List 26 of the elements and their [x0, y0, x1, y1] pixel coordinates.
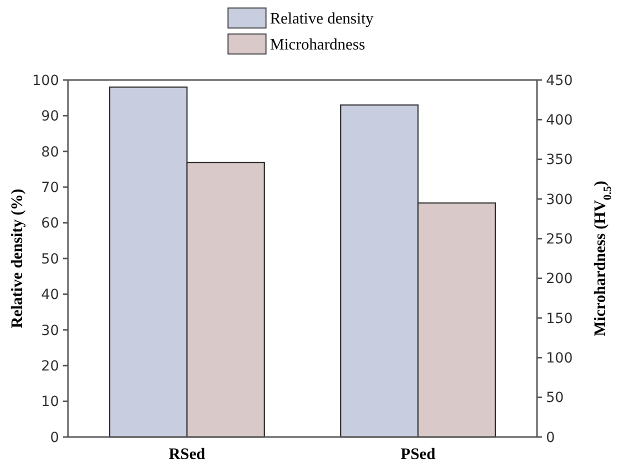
y-tick-label: 30 — [41, 322, 59, 339]
x-tick-label: PSed — [400, 446, 436, 463]
y2-tick-label: 150 — [546, 310, 573, 327]
y2-tick-label: 350 — [546, 152, 573, 168]
y-tick-label: 10 — [41, 394, 59, 410]
y2-tick-label: 0 — [546, 430, 555, 446]
y2-tick-label: 300 — [546, 192, 573, 208]
y2-tick-label: 250 — [546, 232, 573, 248]
y2-tick-label: 200 — [546, 271, 573, 288]
y2-tick-label: 100 — [546, 350, 573, 367]
y-tick-label: 60 — [41, 216, 59, 232]
legend-label: Microhardness — [270, 36, 366, 54]
legend-label: Relative density — [270, 10, 374, 28]
y-tick-label: 80 — [41, 144, 59, 160]
y-tick-label: 90 — [41, 108, 59, 125]
y-tick-label: 100 — [32, 72, 59, 89]
y-tick-label: 50 — [41, 251, 59, 268]
y-tick-label: 70 — [41, 180, 59, 196]
x-tick-label: RSed — [168, 446, 206, 463]
y-axis-title: Relative density (%) — [9, 188, 26, 328]
y2-tick-label: 400 — [546, 112, 573, 129]
y-tick-label: 40 — [41, 287, 59, 304]
y-tick-label: 20 — [41, 358, 59, 374]
y2-tick-label: 450 — [546, 72, 573, 89]
y-tick-label: 0 — [50, 430, 59, 446]
y2-tick-label: 50 — [546, 390, 564, 406]
